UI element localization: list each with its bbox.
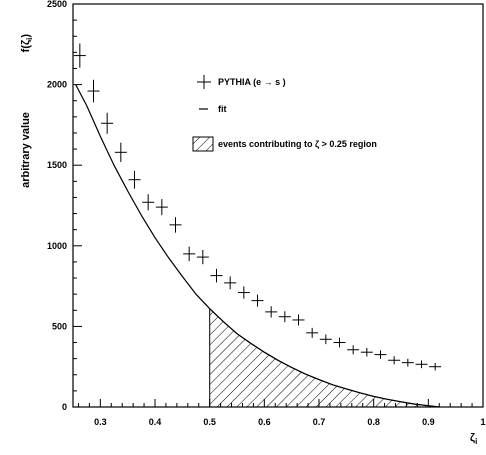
y-function-close: ): [20, 34, 32, 38]
data-point: [374, 350, 387, 359]
data-point: [278, 311, 291, 323]
x-axis-zeta: ζ: [470, 432, 475, 444]
x-tick-label: 0.4: [149, 417, 162, 427]
y-axis-ticks: 0 500 1000 1500 2000 2500: [47, 0, 82, 412]
y-function-sub: i: [25, 38, 34, 40]
legend-entry-pythia: PYTHIA (e → s ): [197, 75, 286, 89]
y-tick-label: 0: [62, 402, 67, 412]
y-function-f: f(ζ: [20, 40, 32, 52]
data-point: [169, 217, 182, 233]
data-point: [155, 199, 168, 216]
y-tick-label: 2000: [47, 80, 67, 90]
y-tick-label: 2500: [47, 0, 67, 9]
legend-label-pythia: PYTHIA (e → s ): [218, 77, 286, 87]
x-tick-label: 1: [480, 417, 485, 427]
data-point: [237, 286, 250, 299]
x-tick-label: 0.6: [258, 417, 271, 427]
legend-label-fit: fit: [218, 104, 227, 114]
fit-line: [75, 84, 440, 408]
data-point: [73, 43, 86, 68]
x-axis-title: ζi: [470, 432, 477, 446]
data-point: [360, 347, 373, 357]
data-point: [401, 358, 414, 367]
x-axis-sub: i: [475, 437, 477, 446]
data-point: [251, 294, 264, 307]
data-point: [87, 79, 100, 103]
svg-text:ζi: ζi: [470, 432, 477, 446]
y-axis-function-label: f(ζi): [20, 34, 34, 53]
data-point: [114, 142, 127, 162]
data-point: [210, 268, 223, 283]
data-point: [306, 327, 319, 338]
legend: PYTHIA (e → s ) fit events contributing …: [192, 75, 377, 152]
legend-entry-fit: fit: [199, 104, 227, 114]
x-tick-label: 0.8: [367, 417, 380, 427]
data-point: [101, 112, 114, 134]
data-point: [292, 314, 305, 326]
y-tick-label: 500: [52, 321, 67, 331]
data-point: [333, 337, 346, 348]
x-tick-label: 0.3: [94, 417, 107, 427]
data-point: [429, 362, 442, 371]
y-axis-title: arbitrary value: [20, 112, 32, 188]
y-tick-label: 1000: [47, 241, 67, 251]
x-tick-label: 0.9: [422, 417, 435, 427]
legend-entry-hatched: events contributing to ζ > 0.25 region: [192, 136, 377, 152]
data-point: [128, 170, 141, 189]
x-tick-label: 0.7: [313, 417, 326, 427]
data-point: [415, 360, 428, 369]
data-point: [265, 306, 278, 318]
x-axis-ticks: 0.3 0.4 0.5 0.6 0.7 0.8 0.9 1: [77, 399, 486, 427]
data-point: [142, 194, 155, 211]
svg-text:f(ζi): f(ζi): [20, 34, 34, 53]
hatched-region: [209, 307, 440, 408]
data-point: [196, 249, 209, 265]
legend-label-hatched: events contributing to ζ > 0.25 region: [218, 139, 377, 149]
data-point: [183, 246, 196, 262]
x-tick-label: 0.5: [203, 417, 216, 427]
data-point: [224, 276, 237, 290]
data-points: [73, 43, 442, 371]
y-tick-label: 1500: [47, 160, 67, 170]
plot-frame: [72, 3, 484, 408]
data-point: [347, 345, 360, 355]
data-point: [388, 356, 401, 365]
data-point: [319, 334, 332, 345]
